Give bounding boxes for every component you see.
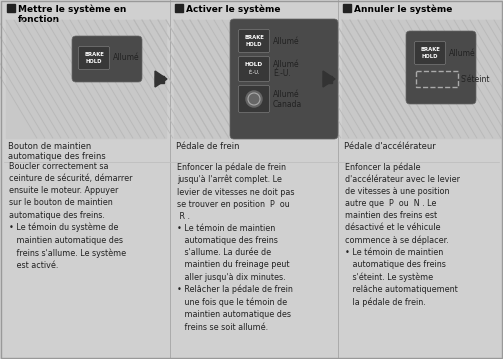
Text: HOLD: HOLD [245,62,263,67]
Text: Enfoncer la pédale
d'accélérateur avec le levier
de vitesses à une position
autr: Enfoncer la pédale d'accélérateur avec l… [345,162,460,307]
Bar [323,75,332,83]
Text: HOLD: HOLD [246,42,262,47]
FancyBboxPatch shape [238,56,270,81]
Text: Allumé: Allumé [273,90,300,99]
Text: BRAKE: BRAKE [84,52,104,57]
FancyBboxPatch shape [72,36,142,82]
Text: BRAKE: BRAKE [420,47,440,52]
FancyBboxPatch shape [414,42,446,65]
Text: BRAKE: BRAKE [244,35,264,40]
FancyBboxPatch shape [230,19,338,139]
Text: É.-U.: É.-U. [273,69,291,78]
Text: Pédale d'accélérateur: Pédale d'accélérateur [344,142,436,151]
FancyBboxPatch shape [238,85,270,112]
Bar [174,20,334,138]
Text: Allumé: Allumé [273,60,300,69]
Text: S'éteint: S'éteint [461,75,490,84]
Text: Mettre le système en
fonction: Mettre le système en fonction [18,4,126,24]
Text: É.-U.: É.-U. [248,70,260,75]
Text: Bouton de maintien
automatique des freins: Bouton de maintien automatique des frein… [8,142,106,162]
Bar [343,4,351,12]
Bar [342,20,502,138]
Bar [155,75,164,83]
Text: Annuler le système: Annuler le système [354,4,452,14]
Circle shape [246,91,262,107]
FancyBboxPatch shape [238,29,270,52]
Text: Allumé: Allumé [449,48,476,57]
Polygon shape [323,71,335,87]
Bar [175,4,183,12]
Text: Pédale de frein: Pédale de frein [176,142,239,151]
Text: Boucler correctement sa
ceinture de sécurité, démarrer
ensuite le moteur. Appuye: Boucler correctement sa ceinture de sécu… [9,162,132,270]
Text: Canada: Canada [273,100,302,109]
Text: Allumé: Allumé [113,53,140,62]
Bar [7,4,15,12]
Bar [416,71,458,87]
Text: HOLD: HOLD [86,59,102,64]
FancyBboxPatch shape [406,31,476,104]
Text: Allumé: Allumé [273,37,300,46]
Bar [6,20,166,138]
FancyBboxPatch shape [78,47,110,70]
Text: Enfoncer la pédale de frein
jusqu'à l'arrêt complet. Le
levier de vitesses ne do: Enfoncer la pédale de frein jusqu'à l'ar… [177,162,294,332]
Text: Activer le système: Activer le système [186,4,281,14]
Text: HOLD: HOLD [422,54,438,59]
Polygon shape [155,71,167,87]
